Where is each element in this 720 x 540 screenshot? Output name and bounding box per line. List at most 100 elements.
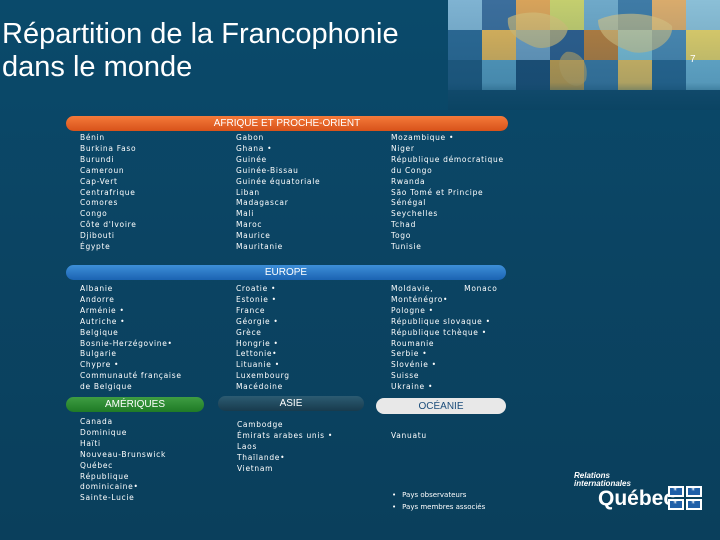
page-number: 7 xyxy=(690,54,696,65)
section-header-europe: EUROPE xyxy=(66,265,506,280)
list-item: Égypte xyxy=(80,242,111,252)
list-item: Belgique xyxy=(80,327,119,337)
logo-line-2: internationales xyxy=(574,479,631,488)
list-item: République tchèque • xyxy=(391,327,487,337)
list-item: Géorgie • xyxy=(236,316,279,326)
list-item: Pologne • xyxy=(391,305,434,315)
list-item: Dominique xyxy=(80,427,128,437)
list-item: Mali xyxy=(236,209,255,219)
list-item: du Congo xyxy=(391,165,433,175)
list-item: Guinée-Bissau xyxy=(236,165,299,175)
list-item: Lituanie • xyxy=(236,360,280,370)
list-item: Émirats arabes unis • xyxy=(237,430,333,440)
list-item: Québec xyxy=(80,460,113,470)
list-item: Sénégal xyxy=(391,198,427,208)
list-item: Monténégro• xyxy=(391,294,449,304)
section-header-afrique: AFRIQUE ET PROCHE-ORIENT xyxy=(66,116,508,131)
list-item: Laos xyxy=(237,441,258,451)
list-item: Burundi xyxy=(80,154,115,164)
list-item: de Belgique xyxy=(80,382,133,392)
europe-column-1: Albanie Andorre Arménie • Autriche • Bel… xyxy=(80,284,182,393)
list-item: Suisse xyxy=(391,371,420,381)
legend-item-observateurs: Pays observateurs xyxy=(392,489,485,501)
world-map-mosaic xyxy=(448,0,720,110)
section-header-oceanie: OCÉANIE xyxy=(376,398,506,414)
europe-column-2: Croatie • Estonie • France Géorgie • Grè… xyxy=(236,284,290,393)
list-item: République démocratique xyxy=(391,154,504,164)
list-item: Bénin xyxy=(80,133,105,142)
asie-column: Cambodge Émirats arabes unis • Laos Thaï… xyxy=(237,420,333,475)
list-item: France xyxy=(236,305,266,315)
list-item: Maroc xyxy=(236,220,263,230)
slide-title: Répartition de la Francophonie dans le m… xyxy=(2,18,399,84)
list-item: Haïti xyxy=(80,438,101,448)
list-item: Bosnie-Herzégovine• xyxy=(80,338,173,348)
list-item: Sainte-Lucie xyxy=(80,493,135,503)
list-item: Communauté française xyxy=(80,371,182,381)
list-item: Congo xyxy=(80,209,108,219)
list-item: Grèce xyxy=(236,327,262,337)
list-item: dominicaine• xyxy=(80,482,139,492)
list-item: Macédoine xyxy=(236,382,283,392)
list-item: Ukraine • xyxy=(391,382,434,392)
list-item: Moldavie, Monaco xyxy=(391,284,498,293)
list-item: Tunisie xyxy=(391,242,422,252)
list-item: Lettonie• xyxy=(236,349,278,359)
list-item: Cap-Vert xyxy=(80,176,118,186)
list-item: Cameroun xyxy=(80,165,125,175)
ameriques-column: Canada Dominique Haïti Nouveau-Brunswick… xyxy=(80,417,166,504)
list-item: Burkina Faso xyxy=(80,143,137,153)
list-item: Albanie xyxy=(80,284,113,293)
list-item: Bulgarie xyxy=(80,349,117,359)
list-item: Croatie • xyxy=(236,284,277,293)
list-item: Hongrie • xyxy=(236,338,279,348)
logo-line-1: Relations xyxy=(574,471,611,480)
list-item: Guinée xyxy=(236,154,267,164)
quebec-logo: Relations internationales Québec xyxy=(574,472,704,514)
europe-column-3: Moldavie, Monaco Monténégro• Pologne • R… xyxy=(391,284,497,393)
list-item: Slovénie • xyxy=(391,360,437,370)
list-item: São Tomé et Principe xyxy=(391,187,484,197)
list-item: Centrafrique xyxy=(80,187,136,197)
list-item: Djibouti xyxy=(80,231,115,241)
list-item: Serbie • xyxy=(391,349,428,359)
list-item: Tchad xyxy=(391,220,417,230)
list-item: Thaïlande• xyxy=(237,452,286,462)
section-header-asie: ASIE xyxy=(218,396,364,411)
list-item: Vietnam xyxy=(237,463,274,473)
list-item: Estonie • xyxy=(236,294,277,304)
afrique-column-1: Bénin Burkina Faso Burundi Cameroun Cap-… xyxy=(80,133,137,253)
afrique-column-2: Gabon Ghana • Guinée Guinée-Bissau Guiné… xyxy=(236,133,320,253)
list-item: République slovaque • xyxy=(391,316,491,326)
list-item: Seychelles xyxy=(391,209,438,219)
legend: Pays observateurs Pays membres associés xyxy=(392,489,485,513)
fleurdelise-flag-icon xyxy=(668,485,702,510)
list-item: Ghana • xyxy=(236,143,273,153)
logo-wordmark: Québec xyxy=(598,487,676,510)
list-item: Rwanda xyxy=(391,176,426,186)
list-item: Mozambique • xyxy=(391,133,455,142)
title-line-1: Répartition de la Francophonie xyxy=(2,18,399,50)
legend-item-associes: Pays membres associés xyxy=(392,501,485,513)
list-item: Vanuatu xyxy=(391,431,427,440)
title-line-2: dans le monde xyxy=(2,51,193,83)
list-item: Nouveau-Brunswick xyxy=(80,449,167,459)
list-item: République xyxy=(80,471,130,481)
afrique-column-3: Mozambique • Niger République démocratiq… xyxy=(391,133,504,253)
section-header-ameriques: AMÉRIQUES xyxy=(66,397,204,412)
list-item: Maurice xyxy=(236,231,271,241)
list-item: Comores xyxy=(80,198,119,208)
list-item: Luxembourg xyxy=(236,371,290,381)
list-item: Niger xyxy=(391,143,415,153)
list-item: Mauritanie xyxy=(236,242,283,252)
list-item: Cambodge xyxy=(237,420,284,429)
list-item: Madagascar xyxy=(236,198,289,208)
list-item: Togo xyxy=(391,231,412,241)
list-item: Roumanie xyxy=(391,338,435,348)
list-item: Chypre • xyxy=(80,360,120,370)
oceanie-column: Vanuatu xyxy=(391,431,427,442)
list-item: Canada xyxy=(80,417,113,426)
list-item: Guinée équatoriale xyxy=(236,176,321,186)
list-item: Autriche • xyxy=(80,316,126,326)
